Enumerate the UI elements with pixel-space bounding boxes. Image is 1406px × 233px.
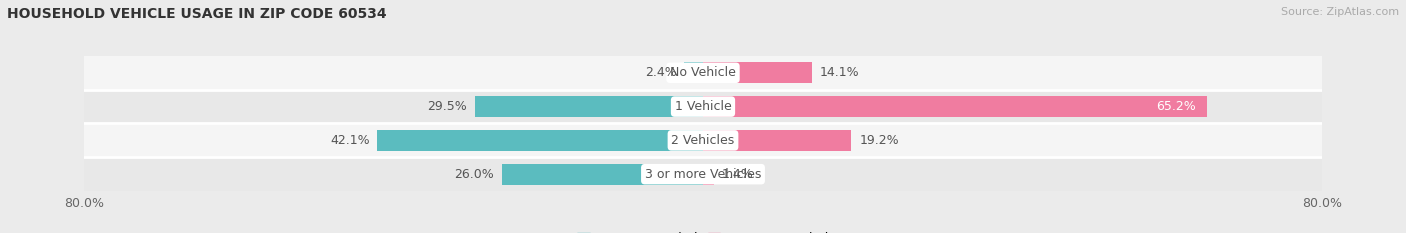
Text: 2 Vehicles: 2 Vehicles: [672, 134, 734, 147]
Bar: [703, 164, 714, 185]
Text: 14.1%: 14.1%: [820, 66, 859, 79]
Bar: [703, 62, 813, 83]
Bar: [84, 56, 1322, 90]
Text: 26.0%: 26.0%: [454, 168, 495, 181]
Bar: [377, 130, 703, 151]
Text: 42.1%: 42.1%: [330, 134, 370, 147]
Text: No Vehicle: No Vehicle: [671, 66, 735, 79]
Text: 19.2%: 19.2%: [859, 134, 898, 147]
Bar: [84, 123, 1322, 157]
Text: 2.4%: 2.4%: [645, 66, 676, 79]
Bar: [84, 157, 1322, 191]
Bar: [703, 96, 1208, 117]
Text: 3 or more Vehicles: 3 or more Vehicles: [645, 168, 761, 181]
Text: 1.4%: 1.4%: [721, 168, 754, 181]
Legend: Owner-occupied, Renter-occupied: Owner-occupied, Renter-occupied: [572, 227, 834, 233]
Bar: [685, 62, 703, 83]
Bar: [475, 96, 703, 117]
Text: 29.5%: 29.5%: [427, 100, 467, 113]
Text: HOUSEHOLD VEHICLE USAGE IN ZIP CODE 60534: HOUSEHOLD VEHICLE USAGE IN ZIP CODE 6053…: [7, 7, 387, 21]
Bar: [84, 90, 1322, 123]
Bar: [703, 130, 852, 151]
Text: Source: ZipAtlas.com: Source: ZipAtlas.com: [1281, 7, 1399, 17]
Text: 1 Vehicle: 1 Vehicle: [675, 100, 731, 113]
Text: 65.2%: 65.2%: [1156, 100, 1195, 113]
Bar: [502, 164, 703, 185]
